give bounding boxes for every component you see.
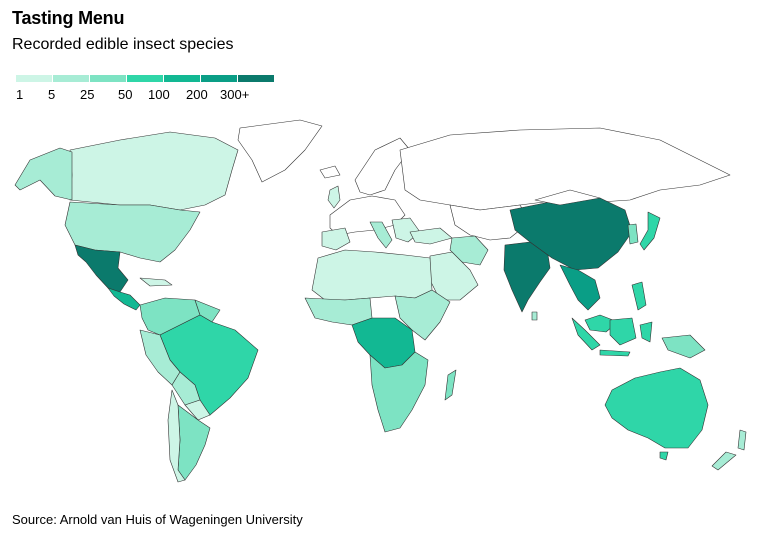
region-australia	[604, 367, 709, 449]
region-borneo	[609, 317, 637, 346]
region-madagascar	[444, 369, 457, 401]
region-india	[503, 241, 551, 313]
region-korea	[627, 223, 639, 245]
legend-tick-label: 100	[148, 87, 170, 102]
region-north-africa	[311, 249, 433, 301]
legend-swatch-3	[90, 75, 126, 82]
world-choropleth-map	[14, 119, 747, 483]
region-central-america	[107, 287, 141, 311]
region-chile	[167, 389, 186, 483]
region-greenland	[237, 119, 323, 183]
legend-tick-label: 50	[118, 87, 133, 102]
region-iberia	[321, 227, 351, 251]
region-paraguay	[184, 399, 211, 421]
region-sumatra	[571, 317, 601, 351]
region-japan	[639, 211, 661, 251]
region-bolivia	[171, 371, 201, 406]
region-iceland	[319, 165, 341, 179]
region-central-africa	[351, 317, 416, 369]
color-legend: 1 5 25 50 100 200 300+	[16, 75, 274, 105]
region-sulawesi	[639, 321, 653, 343]
legend-color-bar	[16, 75, 274, 82]
region-java	[599, 349, 631, 357]
legend-swatch-6	[201, 75, 237, 82]
region-alaska	[14, 147, 73, 201]
region-italy	[369, 221, 393, 249]
region-mexico	[74, 244, 129, 293]
source-note: Source: Arnold van Huis of Wageningen Un…	[12, 512, 303, 527]
region-central-asia	[449, 204, 531, 241]
region-canada	[69, 131, 239, 211]
region-sri-lanka	[531, 311, 538, 321]
legend-swatch-7	[238, 75, 274, 82]
region-new-guinea	[661, 334, 706, 359]
chart-title: Tasting Menu	[12, 8, 125, 28]
legend-swatch-1	[16, 75, 52, 82]
region-uk	[327, 185, 341, 209]
chart-subtitle: Recorded edible insect species	[12, 36, 234, 53]
region-east-africa	[394, 289, 451, 341]
region-southern-africa	[369, 351, 429, 433]
region-new-zealand	[711, 429, 747, 471]
region-tasmania	[659, 451, 669, 461]
legend-tick-label: 25	[80, 87, 95, 102]
legend-tick-label: 5	[48, 87, 56, 102]
region-russia	[399, 127, 731, 211]
region-philippines	[631, 281, 647, 311]
region-iran	[449, 235, 489, 266]
region-southeast-asia	[559, 264, 601, 311]
legend-swatch-4	[127, 75, 163, 82]
region-caribbean	[139, 277, 173, 287]
legend-tick-label: 300+	[220, 87, 250, 102]
legend-tick-label: 1	[16, 87, 24, 102]
legend-swatch-2	[53, 75, 89, 82]
legend-tick-label: 200	[186, 87, 208, 102]
region-west-africa	[304, 297, 373, 326]
region-scandinavia	[354, 137, 411, 196]
legend-swatch-5	[164, 75, 200, 82]
region-mongolia	[534, 189, 601, 206]
region-turkey	[409, 227, 453, 245]
